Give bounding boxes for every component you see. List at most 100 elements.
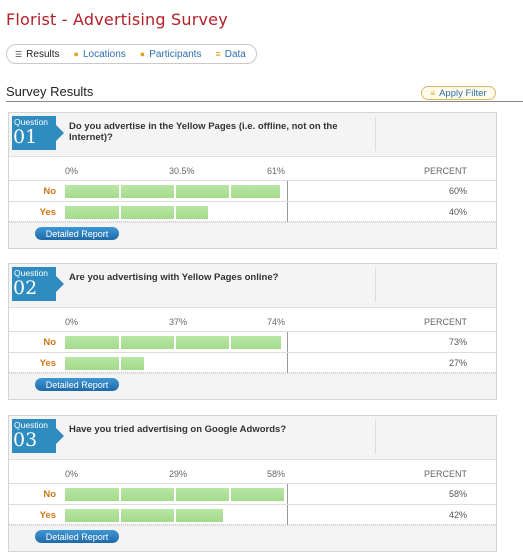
axis-line [287, 202, 288, 223]
answer-percent: 40% [448, 207, 467, 217]
grid-line [119, 185, 121, 198]
scale-tick: 29% [169, 469, 188, 479]
apply-filter-label: Apply Filter [439, 87, 487, 99]
section-divider [6, 101, 523, 102]
result-row: Yes 27% [9, 352, 496, 374]
question-panel: Question 03 Have you tried advertising o… [8, 415, 497, 552]
tab-label: Participants [149, 48, 202, 60]
pin-icon: ● [139, 49, 146, 59]
question-footer: Detailed Report [9, 222, 496, 248]
result-row: No 60% [9, 180, 496, 202]
column-header: PERCENT [423, 469, 467, 479]
grid-line [229, 206, 231, 219]
result-bar [65, 357, 146, 370]
question-footer: Detailed Report [9, 525, 496, 551]
axis-line [287, 484, 288, 505]
grid-line [119, 336, 121, 349]
grid-line [229, 357, 231, 370]
answer-label: Yes [39, 358, 56, 369]
result-row: Yes 40% [9, 201, 496, 223]
tab-data[interactable]: ≡ Data [215, 49, 245, 60]
axis-line [287, 332, 288, 353]
page-title: Florist - Advertising Survey [6, 10, 228, 29]
question-badge: Question 03 [12, 419, 64, 453]
question-number: 02 [13, 277, 38, 299]
scale-tick: 30.5% [169, 166, 195, 176]
grid-line [174, 357, 176, 370]
apply-filter-button[interactable]: ≡ Apply Filter [421, 86, 496, 100]
question-header: Question 03 Have you tried advertising o… [9, 416, 496, 460]
result-row: No 58% [9, 483, 496, 505]
scale-row: 0% 37% 74% PERCENT [9, 308, 496, 331]
scale-row: 0% 29% 58% PERCENT [9, 460, 496, 483]
result-row: Yes 42% [9, 504, 496, 526]
answer-label: Yes [39, 207, 56, 218]
question-text: Have you tried advertising on Google Adw… [69, 424, 287, 435]
grid-line [119, 509, 121, 522]
scale-tick: 0% [65, 469, 79, 479]
header-divider [375, 268, 376, 302]
detailed-report-button[interactable]: Detailed Report [35, 227, 119, 240]
grid-line [174, 336, 176, 349]
question-badge: Question 02 [12, 267, 64, 301]
scale-tick: 74% [267, 317, 286, 327]
grid-line [229, 185, 231, 198]
question-panel: Question 01 Do you advertise in the Yell… [8, 112, 497, 249]
tab-participants[interactable]: ● Participants [140, 49, 202, 60]
header-divider [375, 117, 376, 151]
scale-tick: 61% [267, 166, 286, 176]
scale-tick: 0% [65, 317, 79, 327]
tab-label: Results [26, 48, 60, 60]
answer-label: Yes [39, 510, 56, 521]
answer-label: No [43, 186, 56, 197]
tab-bar: ☰ Results ● Locations ● Participants ≡ D… [6, 44, 257, 64]
tab-results[interactable]: ☰ Results [15, 49, 60, 60]
question-footer: Detailed Report [9, 373, 496, 399]
question-tag: Question [14, 268, 49, 278]
filter-icon: ≡ [430, 88, 436, 98]
grid-line [174, 509, 176, 522]
result-bar [65, 509, 225, 522]
question-number: 03 [13, 429, 38, 451]
tab-locations[interactable]: ● Locations [74, 49, 126, 60]
grid-line [229, 336, 231, 349]
grid-line [174, 206, 176, 219]
list-icon: ☰ [15, 49, 23, 59]
column-header: PERCENT [423, 166, 467, 176]
detailed-report-button[interactable]: Detailed Report [35, 378, 119, 391]
scale-tick: 37% [169, 317, 188, 327]
tab-label: Locations [82, 48, 126, 60]
scale-tick: 0% [65, 166, 79, 176]
pin-icon: ● [73, 49, 79, 59]
header-divider [375, 420, 376, 454]
question-number: 01 [13, 126, 38, 148]
axis-line [287, 181, 288, 202]
section-title: Survey Results [6, 84, 94, 99]
grid-line [229, 509, 231, 522]
answer-percent: 73% [448, 337, 467, 347]
question-text: Do you advertise in the Yellow Pages (i.… [69, 121, 338, 144]
question-header: Question 02 Are you advertising with Yel… [9, 264, 496, 308]
grid-line [229, 488, 231, 501]
detailed-report-button[interactable]: Detailed Report [35, 530, 119, 543]
axis-line [287, 505, 288, 526]
grid-line [174, 488, 176, 501]
grid-line [174, 185, 176, 198]
answer-label: No [43, 337, 56, 348]
question-text: Are you advertising with Yellow Pages on… [69, 272, 279, 283]
tab-label: Data [224, 48, 246, 60]
scale-tick: 58% [267, 469, 286, 479]
grid-line [119, 206, 121, 219]
question-panel: Question 02 Are you advertising with Yel… [8, 263, 497, 400]
answer-percent: 27% [448, 358, 467, 368]
question-badge: Question 01 [12, 116, 64, 150]
result-row: No 73% [9, 331, 496, 353]
answer-percent: 42% [448, 510, 467, 520]
grid-line [119, 357, 121, 370]
question-header: Question 01 Do you advertise in the Yell… [9, 113, 496, 157]
column-header: PERCENT [423, 317, 467, 327]
scale-row: 0% 30.5% 61% PERCENT [9, 157, 496, 180]
grid-line [119, 488, 121, 501]
answer-label: No [43, 489, 56, 500]
answer-percent: 58% [448, 489, 467, 499]
